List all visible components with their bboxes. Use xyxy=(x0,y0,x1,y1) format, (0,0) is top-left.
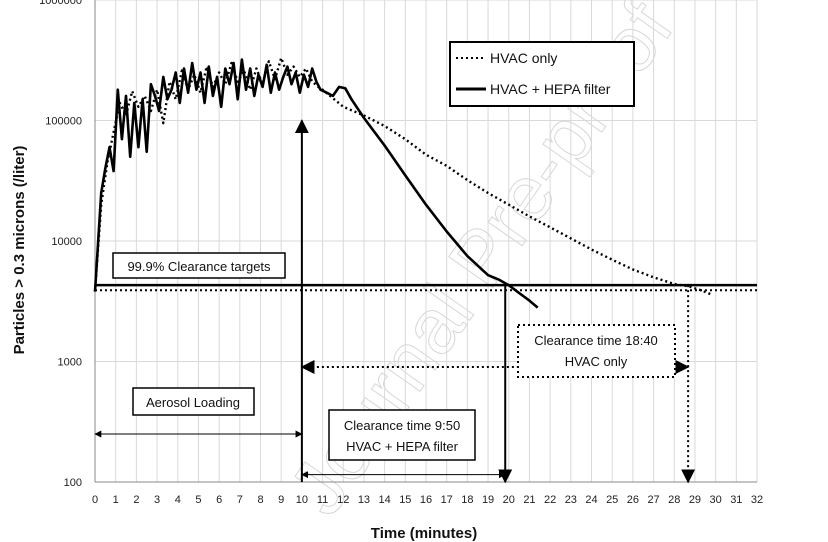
annotations: Aerosol Loading Clearance time 9:50 HVAC +… xyxy=(94,119,696,484)
axes: 0 1 2 3 4 5 6 7 8 9 10 11 12 13 14 15 16 17 18 19 20 21 22 23 24… xyxy=(39,0,763,506)
aerosol-loading-label: Aerosol Loading xyxy=(146,395,240,410)
x-tick-label: 0 xyxy=(92,494,98,506)
legend-label-hvac: HVAC only xyxy=(490,50,557,66)
legend-box xyxy=(449,41,635,107)
hvac-clearance-box xyxy=(517,324,676,378)
series-hvac-hepa xyxy=(93,58,539,309)
x-tick-label: 12 xyxy=(337,494,349,506)
y-tick-label: 100 xyxy=(64,477,82,489)
series-hvac-only xyxy=(93,56,712,296)
x-tick-label: 24 xyxy=(585,494,597,506)
reference-lines: 99.9% Clearance targets xyxy=(95,252,757,292)
x-tick-label: 14 xyxy=(379,494,391,506)
x-tick-label: 8 xyxy=(257,494,263,506)
y-axis-title: Particles > 0.3 microns (/liter) xyxy=(11,146,28,355)
hepa-clearance-box xyxy=(328,409,476,461)
x-tick-label: 4 xyxy=(175,494,181,506)
x-tick-label: 17 xyxy=(441,494,453,506)
x-tick-label: 3 xyxy=(154,494,160,506)
clearance-target-label: 99.9% Clearance targets xyxy=(127,259,271,274)
x-tick-label: 26 xyxy=(627,494,639,506)
hvac-clearance-series-label: HVAC only xyxy=(565,354,628,369)
x-tick-label: 7 xyxy=(237,494,243,506)
legend: HVAC only HVAC + HEPA filter xyxy=(449,41,635,107)
series xyxy=(93,56,712,309)
x-tick-label: 23 xyxy=(565,494,577,506)
hepa-clearance-time-label: Clearance time 9:50 xyxy=(344,418,460,433)
x-tick-label: 22 xyxy=(544,494,556,506)
x-tick-label: 15 xyxy=(399,494,411,506)
x-tick-label: 1 xyxy=(113,494,119,506)
x-tick-label: 29 xyxy=(689,494,701,506)
hepa-clearance-series-label: HVAC + HEPA filter xyxy=(346,439,459,454)
clearance-target-box xyxy=(112,252,286,279)
x-tick-label: 20 xyxy=(503,494,515,506)
hvac-clearance-time-label: Clearance time 18:40 xyxy=(534,333,658,348)
x-tick-label: 21 xyxy=(523,494,535,506)
x-tick-label: 11 xyxy=(317,494,328,506)
x-tick-label: 13 xyxy=(358,494,370,506)
y-tick-label: 100000 xyxy=(45,116,82,128)
x-tick-label: 31 xyxy=(730,494,742,506)
x-tick-label: 5 xyxy=(195,494,201,506)
x-tick-label: 2 xyxy=(133,494,139,506)
legend-label-hepa: HVAC + HEPA filter xyxy=(490,81,611,97)
x-tick-label: 25 xyxy=(606,494,618,506)
x-tick-label: 9 xyxy=(278,494,284,506)
x-tick-label: 19 xyxy=(482,494,494,506)
aerosol-loading-box xyxy=(132,387,255,416)
y-tick-label: 1000000 xyxy=(39,0,82,7)
x-tick-label: 32 xyxy=(751,494,763,506)
x-tick-label: 27 xyxy=(647,494,659,506)
x-tick-label: 6 xyxy=(216,494,222,506)
y-tick-label: 10000 xyxy=(51,236,82,248)
x-tick-label: 30 xyxy=(710,494,722,506)
x-tick-label: 16 xyxy=(420,494,432,506)
x-tick-label: 18 xyxy=(461,494,473,506)
x-axis-title: Time (minutes) xyxy=(371,525,477,542)
x-tick-label: 28 xyxy=(668,494,680,506)
y-tick-label: 1000 xyxy=(58,357,82,369)
x-tick-label: 10 xyxy=(296,494,308,506)
